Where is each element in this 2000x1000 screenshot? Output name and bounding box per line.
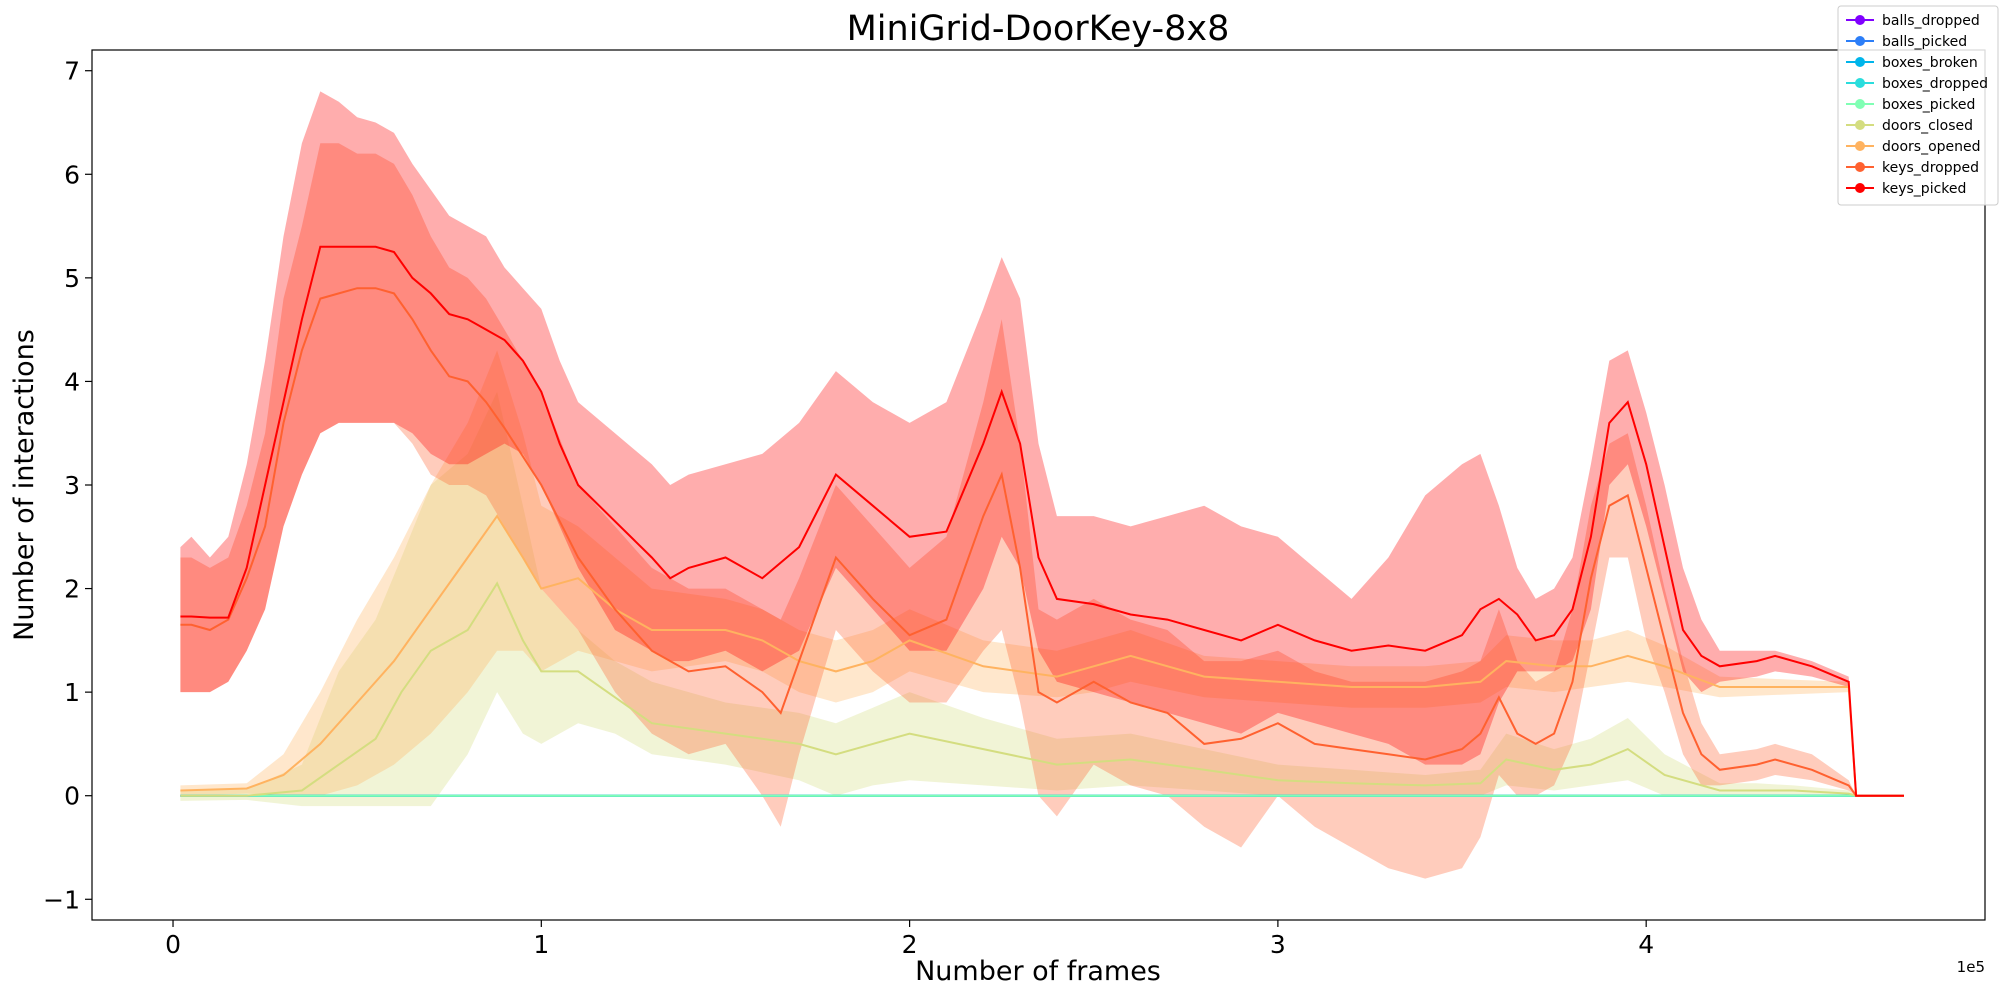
legend-label: balls_dropped	[1882, 13, 1980, 29]
chart-title: MiniGrid-DoorKey-8x8	[847, 9, 1230, 49]
x-tick-label: 0	[165, 930, 181, 959]
legend-marker	[1855, 183, 1865, 193]
band-doors_closed	[180, 391, 1904, 807]
legend-marker	[1855, 36, 1865, 46]
line-keys_dropped	[180, 287, 1904, 797]
legend-entry-keys_dropped: keys_dropped	[1846, 160, 1979, 176]
y-tick-label: 4	[64, 367, 80, 396]
line-keys_picked	[180, 245, 1904, 797]
x-tick-label: 4	[1638, 930, 1654, 959]
x-axis-label: Number of frames	[915, 956, 1161, 987]
y-axis: −1 0 1 2 3 4 5 6 7	[43, 57, 92, 914]
x-axis: 0 1 2 3 4	[165, 920, 1654, 959]
legend-marker	[1855, 78, 1865, 88]
y-tick-label: 0	[64, 782, 80, 811]
legend-label: balls_picked	[1882, 34, 1967, 50]
legend-entry-doors_opened: doors_opened	[1846, 139, 1981, 155]
y-axis-label: Number of interactions	[9, 329, 40, 641]
x-axis-offset-label: 1e5	[1957, 958, 1985, 976]
y-tick-label: 2	[64, 575, 80, 604]
legend-box	[1837, 5, 1999, 206]
legend-marker	[1855, 120, 1865, 130]
y-tick-label: 5	[64, 264, 80, 293]
y-tick-label: 6	[64, 160, 80, 189]
y-tick-label: 7	[64, 57, 80, 86]
legend-label: doors_opened	[1882, 139, 1981, 155]
legend-label: boxes_picked	[1882, 97, 1975, 113]
legend-marker	[1855, 99, 1865, 109]
legend-entry-balls_picked: balls_picked	[1846, 34, 1967, 50]
line-doors_opened	[180, 514, 1904, 797]
legend-entry-boxes_broken: boxes_broken	[1846, 55, 1978, 71]
legend-entry-balls_dropped: balls_dropped	[1846, 13, 1980, 29]
legend-marker	[1855, 57, 1865, 67]
legend-marker	[1855, 15, 1865, 25]
band-doors_opened	[180, 350, 1904, 796]
y-tick-label: 3	[64, 471, 80, 500]
series-lines	[180, 245, 1904, 797]
legend-label: keys_picked	[1882, 181, 1966, 197]
x-tick-label: 1	[533, 930, 549, 959]
x-tick-label: 2	[902, 930, 918, 959]
legend-entry-boxes_picked: boxes_picked	[1846, 97, 1975, 113]
y-tick-label: −1	[43, 885, 80, 914]
legend-entry-boxes_dropped: boxes_dropped	[1846, 76, 1988, 92]
band-keys_dropped	[180, 143, 1904, 879]
legend-label: keys_dropped	[1882, 160, 1979, 176]
legend-marker	[1855, 162, 1865, 172]
legend-label: doors_closed	[1882, 118, 1973, 134]
legend-marker	[1855, 141, 1865, 151]
line-doors_closed	[180, 581, 1904, 797]
legend-entry-keys_picked: keys_picked	[1846, 181, 1966, 197]
legend-label: boxes_broken	[1882, 55, 1978, 71]
x-tick-label: 3	[1270, 930, 1286, 959]
y-tick-label: 1	[64, 678, 80, 707]
legend: balls_dropped balls_picked boxes_brokenbox…	[1837, 5, 1999, 206]
legend-entry-doors_closed: doors_closed	[1846, 118, 1973, 134]
legend-label: boxes_dropped	[1882, 76, 1988, 92]
